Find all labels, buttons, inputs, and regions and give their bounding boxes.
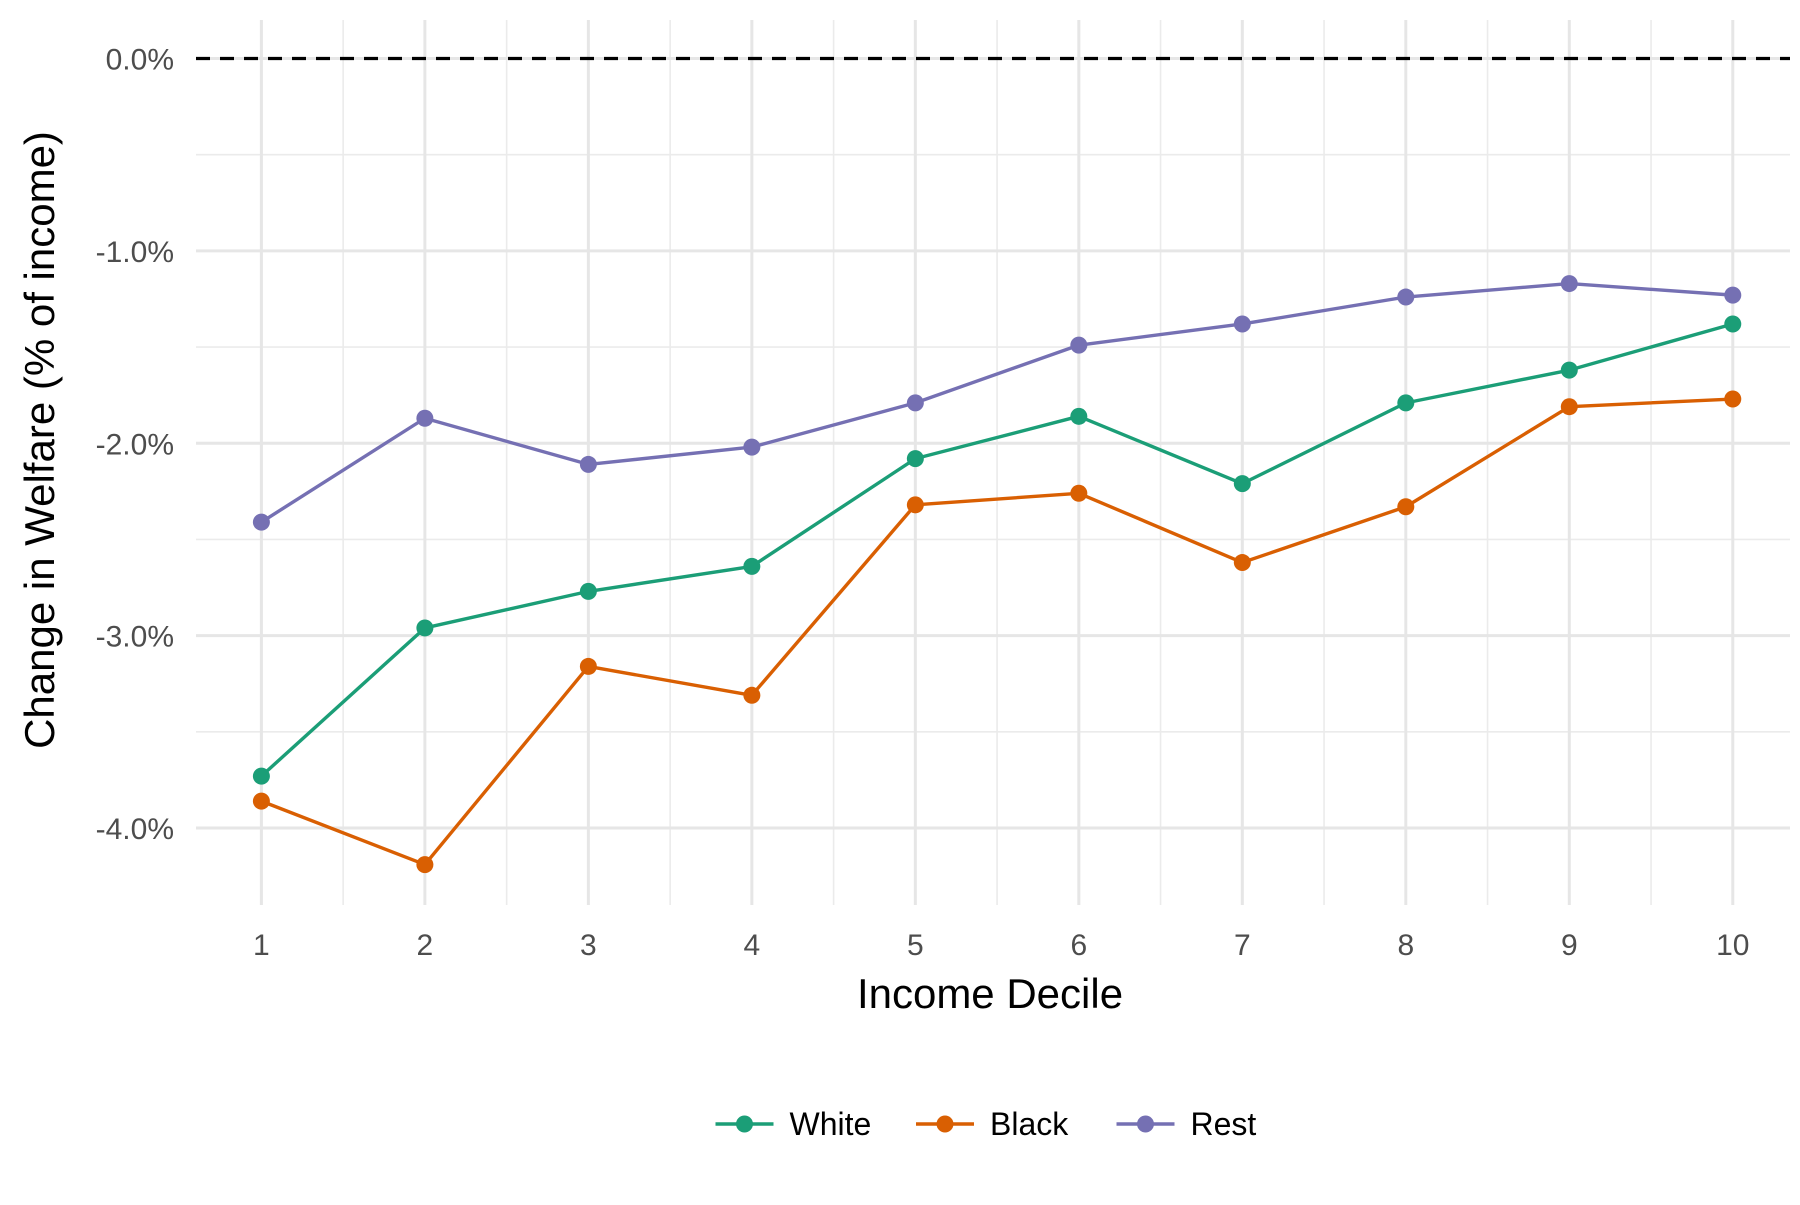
data-point-rest-1 <box>252 513 270 531</box>
data-point-black-1 <box>252 792 270 810</box>
major-gridlines <box>196 20 1790 905</box>
data-point-black-2 <box>416 856 434 874</box>
data-point-white-1 <box>252 767 270 785</box>
x-axis-tick-labels: 1 2 3 4 5 6 7 8 9 10 <box>253 929 1749 962</box>
legend-label-rest: Rest <box>1191 1106 1257 1142</box>
y-tick-label: -4.0% <box>96 813 174 846</box>
legend-key-marker-white <box>736 1115 753 1133</box>
x-tick-label: 5 <box>907 929 924 962</box>
x-tick-label: 10 <box>1716 929 1749 962</box>
data-point-black-3 <box>579 657 597 675</box>
data-point-rest-2 <box>416 409 434 427</box>
y-axis-tick-labels: 0.0% -1.0% -2.0% -3.0% -4.0% <box>96 43 174 846</box>
data-point-white-10 <box>1724 315 1742 333</box>
data-point-rest-10 <box>1724 286 1742 304</box>
minor-gridlines <box>196 20 1790 905</box>
data-point-rest-6 <box>1070 336 1088 354</box>
legend-key-marker-rest <box>1137 1115 1154 1133</box>
data-point-white-2 <box>416 619 434 637</box>
data-point-black-9 <box>1560 398 1578 416</box>
series-line-rest <box>260 281 1733 524</box>
legend: White Black Rest <box>715 1106 1257 1142</box>
y-tick-label: -2.0% <box>96 428 174 461</box>
data-point-white-8 <box>1397 394 1415 412</box>
data-point-white-6 <box>1070 407 1088 425</box>
series-line-white <box>260 322 1734 778</box>
data-point-white-3 <box>579 582 597 600</box>
y-tick-label: 0.0% <box>106 43 174 76</box>
data-point-black-6 <box>1070 484 1088 502</box>
x-axis-title: Income Decile <box>857 970 1123 1017</box>
series-line-black <box>260 397 1733 867</box>
data-point-black-8 <box>1397 498 1415 516</box>
data-point-white-5 <box>906 450 924 468</box>
y-axis-title: Change in Welfare (% of income) <box>16 131 63 749</box>
x-tick-label: 8 <box>1397 929 1414 962</box>
data-point-black-7 <box>1233 554 1251 572</box>
data-point-black-5 <box>906 496 924 514</box>
data-point-rest-8 <box>1397 288 1415 306</box>
series-points <box>252 275 1742 874</box>
series-lines <box>260 281 1734 867</box>
x-tick-label: 7 <box>1234 929 1251 962</box>
y-tick-label: -1.0% <box>96 236 174 269</box>
y-tick-label: -3.0% <box>96 621 174 654</box>
data-point-rest-3 <box>579 455 597 473</box>
data-point-black-4 <box>743 686 761 704</box>
data-point-white-7 <box>1233 475 1251 493</box>
x-tick-label: 6 <box>1070 929 1087 962</box>
legend-key-marker-black <box>936 1115 954 1133</box>
legend-label-white: White <box>790 1106 872 1142</box>
data-point-rest-9 <box>1560 275 1578 293</box>
data-point-white-4 <box>743 557 761 575</box>
data-point-rest-7 <box>1233 315 1251 333</box>
x-tick-label: 2 <box>417 929 434 962</box>
data-point-rest-4 <box>743 438 761 456</box>
x-tick-label: 1 <box>253 929 270 962</box>
data-point-rest-5 <box>906 394 924 412</box>
data-point-black-10 <box>1724 390 1742 408</box>
x-tick-label: 9 <box>1561 929 1578 962</box>
x-tick-label: 3 <box>580 929 597 962</box>
legend-label-black: Black <box>990 1106 1069 1142</box>
data-point-white-9 <box>1560 361 1578 379</box>
x-tick-label: 4 <box>744 929 761 962</box>
